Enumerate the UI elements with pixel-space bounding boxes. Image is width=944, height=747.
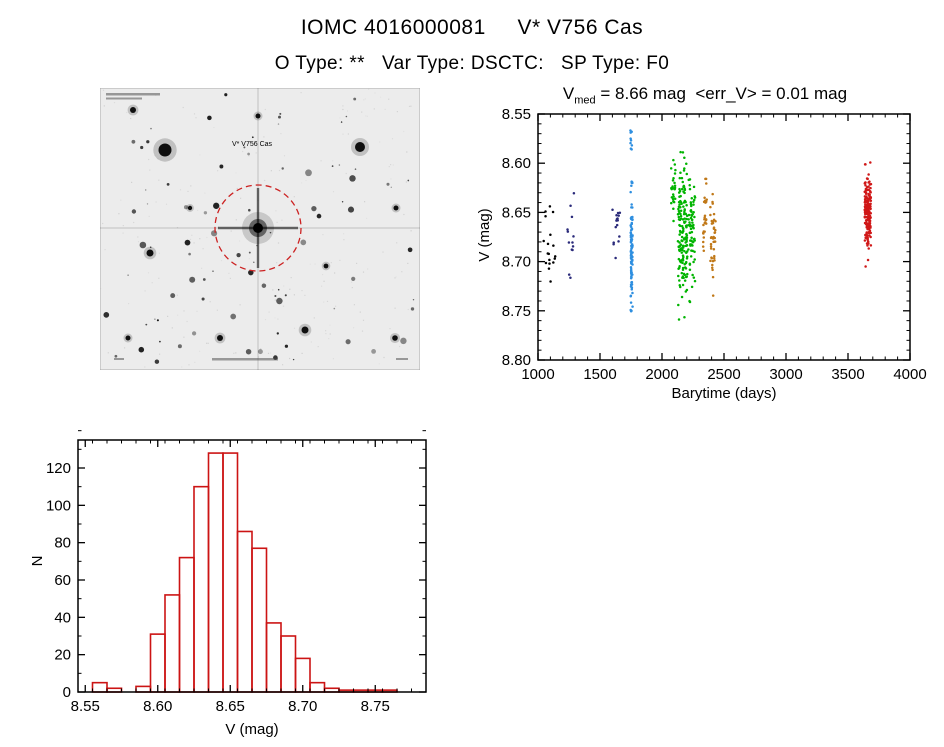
x-tick-label: 1500 [583, 366, 616, 383]
target-star [218, 188, 298, 268]
x-tick-label: 3000 [769, 366, 802, 383]
finder-target-label: V* V756 Cas [232, 141, 273, 148]
y-tick-label: 8.80 [502, 352, 531, 369]
finder-chart-image: V* V756 Cas [99, 87, 421, 371]
axes-box [537, 113, 911, 361]
x-tick-label: 2000 [645, 366, 678, 383]
lightcurve-plot: 1000 1500 2000 2500 3000 3500 4000 8.55 8.60 8.65… [502, 106, 927, 383]
y-tick-label: 20 [54, 647, 71, 664]
histogram-bar [265, 622, 282, 693]
x-tick-label: 2500 [707, 366, 740, 383]
y-tick-label: 40 [54, 609, 71, 626]
y-tick-label: 8.75 [502, 303, 531, 320]
series-epoch4-blue [629, 180, 634, 313]
axes: 1000 1500 2000 2500 3000 3500 4000 8.55 8.60 8.65… [502, 106, 927, 383]
x-tick-label: 4000 [893, 366, 926, 383]
lightcurve-xlabel: Barytime (days) [671, 385, 777, 402]
series-epoch5-green-a [669, 158, 677, 223]
x-tick-label: 8.65 [216, 698, 245, 715]
lightcurve-title-rest: = 8.66 mag <err_V> = 0.01 mag [595, 84, 848, 103]
lightcurve-points [542, 129, 873, 321]
series-epoch5-green-b [676, 150, 689, 321]
target-circle [214, 184, 302, 272]
y-tick-label: 120 [46, 460, 71, 477]
series-epoch1-black [542, 233, 557, 283]
x-tick-label: 8.70 [288, 698, 317, 715]
histogram-bar [280, 635, 297, 693]
x-tick-label: 8.55 [71, 698, 100, 715]
histogram-bar [91, 681, 108, 693]
histogram-bar [135, 685, 152, 693]
lightcurve-title-v: V [562, 84, 575, 103]
series-epoch6-orange-a [701, 177, 708, 252]
axes-box [77, 439, 427, 693]
y-tick-label: 80 [54, 535, 71, 552]
histogram-bar [309, 681, 326, 693]
series-epoch4-blue-upper [629, 129, 634, 151]
histogram-bar [251, 547, 268, 693]
histogram-ylabel: N [29, 555, 46, 567]
y-tick-label: 0 [63, 684, 71, 701]
y-tick-label: 8.55 [502, 106, 531, 123]
y-tick-label: 8.70 [502, 254, 531, 271]
lightcurve-title: Vmed = 8.66 mag <err_V> = 0.01 mag [480, 84, 930, 106]
plate-info-smudge [106, 93, 408, 361]
axes: 8.55 8.60 8.65 8.70 8.75 0 20 40 60 80 100 120 [46, 430, 427, 715]
histogram-bar [178, 556, 195, 693]
histogram-bar [222, 452, 239, 693]
series-epoch6-orange-b [709, 192, 717, 297]
histogram-xlabel: V (mag) [225, 721, 279, 738]
page-subtitle: O Type: ** Var Type: DSCTC: SP Type: F0 [274, 53, 670, 74]
series-epoch7-red [863, 161, 873, 268]
histogram-bars [91, 452, 398, 693]
x-tick-label: 8.75 [361, 698, 390, 715]
x-tick-label: 1000 [521, 366, 554, 383]
histogram-bar [207, 452, 224, 693]
y-tick-label: 100 [46, 497, 71, 514]
y-tick-label: 8.60 [502, 155, 531, 172]
lightcurve-title-sub: med [574, 94, 596, 107]
series-epoch1b-black [544, 205, 555, 218]
series-epoch3-navy [611, 208, 622, 260]
lightcurve-ylabel: V (mag) [476, 208, 493, 262]
finder-chart-panel: V* V756 Cas [99, 87, 421, 371]
histogram-bar [236, 530, 253, 693]
histogram-plot: 8.55 8.60 8.65 8.70 8.75 0 20 40 60 80 100 120 [46, 430, 427, 715]
page-title: IOMC 4016000081 V* V756 Cas [300, 16, 644, 39]
x-tick-label: 3500 [831, 366, 864, 383]
x-tick-label: 8.60 [143, 698, 172, 715]
y-tick-label: 60 [54, 572, 71, 589]
histogram-bar [193, 485, 210, 693]
field-stars [103, 93, 415, 364]
series-epoch5-green-c [687, 178, 697, 304]
histogram-bar [164, 594, 181, 693]
series-epoch2-navy [566, 191, 576, 280]
y-tick-label: 8.65 [502, 204, 531, 221]
histogram-bar [149, 633, 166, 693]
